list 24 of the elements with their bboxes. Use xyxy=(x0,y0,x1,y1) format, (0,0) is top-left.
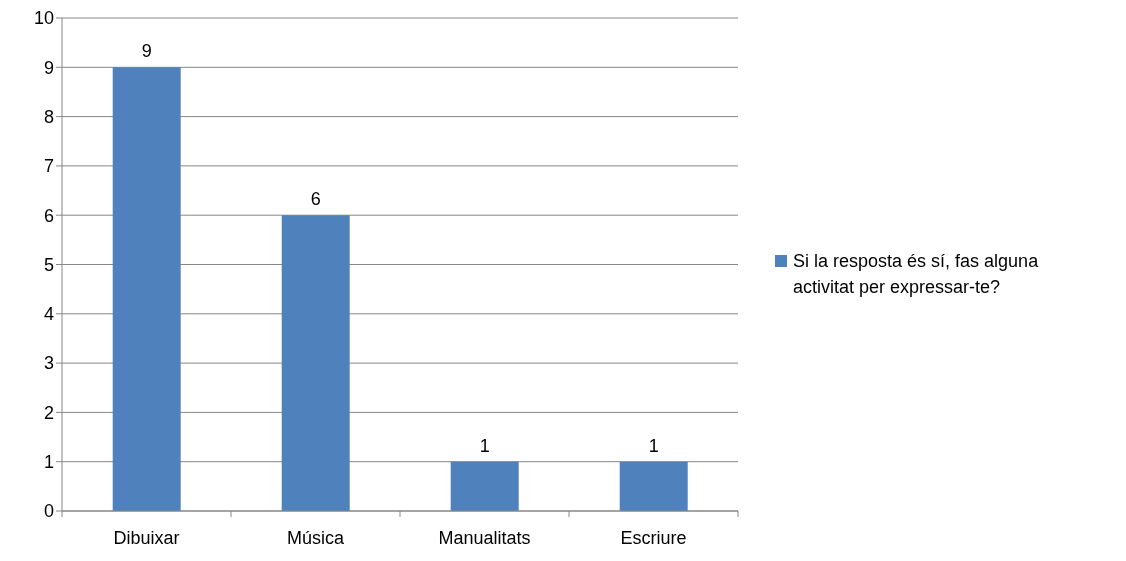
y-tick-label: 2 xyxy=(43,402,54,423)
data-label: 1 xyxy=(479,435,490,456)
y-tick-label: 4 xyxy=(43,304,54,325)
bar xyxy=(112,67,181,511)
y-tick-label: 5 xyxy=(43,254,54,275)
y-tick-label: 6 xyxy=(43,205,54,226)
data-label: 1 xyxy=(648,435,659,456)
y-tick-label: 7 xyxy=(43,156,54,177)
bar xyxy=(281,215,350,511)
y-tick-label: 3 xyxy=(43,353,54,374)
y-tick-label: 1 xyxy=(43,452,54,473)
y-tick-label: 10 xyxy=(33,8,54,29)
data-label: 6 xyxy=(310,189,321,210)
y-tick-label: 0 xyxy=(43,501,54,522)
bar xyxy=(450,461,519,511)
x-tick-label: Escriure xyxy=(620,527,687,548)
y-tick-label: 8 xyxy=(43,106,54,127)
y-tick-label: 9 xyxy=(43,57,54,78)
x-tick-label: Dibuixar xyxy=(113,527,180,548)
bar xyxy=(619,461,688,511)
legend-label: Si la resposta és sí, fas alguna activitat per expressar-te? xyxy=(793,250,1040,299)
data-label: 9 xyxy=(141,41,152,62)
x-tick-label: Manualitats xyxy=(438,527,531,548)
x-tick-label: Música xyxy=(286,527,345,548)
